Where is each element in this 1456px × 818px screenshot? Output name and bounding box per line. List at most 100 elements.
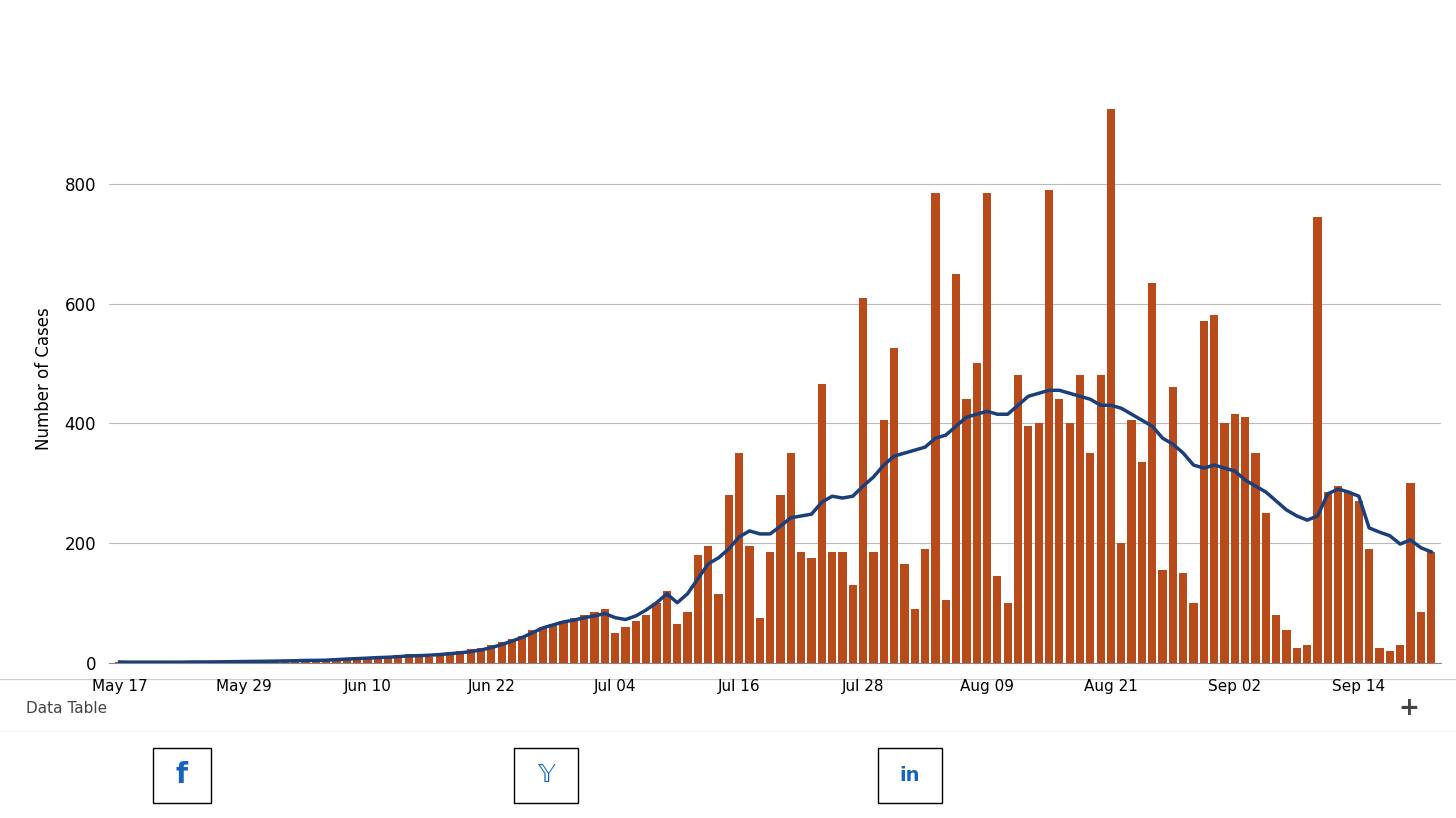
Bar	[466, 649, 475, 663]
Bar	[249, 660, 258, 663]
Bar	[983, 193, 992, 663]
Bar	[910, 609, 919, 663]
Bar	[1066, 423, 1073, 663]
Bar	[261, 662, 268, 663]
Bar	[952, 273, 960, 663]
Bar	[569, 618, 578, 663]
Bar	[1344, 492, 1353, 663]
Bar	[1406, 483, 1415, 663]
Bar	[291, 660, 300, 663]
Bar	[962, 399, 971, 663]
Bar	[1024, 426, 1032, 663]
Bar	[1386, 650, 1393, 663]
Bar	[1354, 501, 1363, 663]
Bar	[1149, 282, 1156, 663]
Text: 𝕐: 𝕐	[537, 763, 555, 787]
Bar	[301, 659, 310, 663]
Text: f: f	[176, 761, 188, 789]
Bar	[1190, 603, 1198, 663]
Bar	[879, 420, 888, 663]
Bar	[342, 659, 351, 663]
Bar	[395, 655, 402, 663]
Text: +: +	[1399, 696, 1420, 720]
Bar	[900, 564, 909, 663]
Bar	[601, 609, 609, 663]
Bar	[1086, 453, 1095, 663]
Bar	[1396, 645, 1404, 663]
Bar	[218, 661, 227, 663]
Bar	[425, 657, 434, 663]
Bar	[579, 614, 588, 663]
Bar	[415, 656, 424, 663]
Bar	[1251, 453, 1259, 663]
Bar	[549, 623, 558, 663]
Y-axis label: Number of Cases: Number of Cases	[35, 307, 54, 450]
Bar	[1417, 612, 1425, 663]
Bar	[673, 623, 681, 663]
Bar	[942, 600, 949, 663]
Bar	[352, 658, 361, 663]
Bar	[1241, 417, 1249, 663]
Bar	[993, 576, 1002, 663]
Bar	[1096, 375, 1105, 663]
Bar	[518, 636, 527, 663]
Bar	[612, 632, 619, 663]
Bar	[508, 639, 515, 663]
Bar	[756, 618, 764, 663]
Bar	[632, 621, 641, 663]
Bar	[157, 662, 165, 663]
Bar	[1117, 543, 1125, 663]
Bar	[1200, 321, 1208, 663]
FancyBboxPatch shape	[878, 748, 942, 802]
Bar	[559, 621, 568, 663]
Bar	[1324, 492, 1332, 663]
Bar	[776, 495, 785, 663]
Bar	[312, 661, 320, 663]
Bar	[662, 591, 671, 663]
Bar	[1159, 570, 1166, 663]
Bar	[1303, 645, 1312, 663]
Text: Daily Monkeypox Cases Reported* and 7 Day Daily Average: Daily Monkeypox Cases Reported* and 7 Da…	[26, 40, 770, 60]
Bar	[1293, 648, 1302, 663]
Bar	[849, 585, 858, 663]
Bar	[1220, 423, 1229, 663]
Bar	[239, 662, 248, 663]
Bar	[735, 453, 744, 663]
Bar	[1045, 190, 1053, 663]
Bar	[745, 546, 754, 663]
Bar	[478, 648, 485, 663]
Bar	[715, 594, 722, 663]
Bar	[1179, 573, 1188, 663]
Bar	[796, 552, 805, 663]
Bar	[1376, 648, 1383, 663]
Bar	[456, 650, 464, 663]
Bar	[890, 348, 898, 663]
Bar	[1056, 399, 1063, 663]
Bar	[1427, 552, 1436, 663]
Bar	[498, 641, 505, 663]
Bar	[818, 384, 826, 663]
Bar	[1366, 549, 1373, 663]
Bar	[1107, 109, 1115, 663]
Bar	[1076, 375, 1085, 663]
Bar	[322, 659, 331, 663]
Bar	[807, 558, 815, 663]
Bar	[1313, 217, 1322, 663]
Bar	[1127, 420, 1136, 663]
FancyBboxPatch shape	[153, 748, 211, 802]
Bar	[683, 612, 692, 663]
Bar	[828, 552, 836, 663]
Bar	[859, 298, 868, 663]
Bar	[1334, 486, 1342, 663]
Bar	[1262, 513, 1270, 663]
Bar	[1283, 630, 1290, 663]
Bar	[1003, 603, 1012, 663]
Bar	[932, 193, 939, 663]
Bar	[271, 661, 278, 663]
Bar	[1230, 414, 1239, 663]
Bar	[705, 546, 712, 663]
Bar	[435, 654, 444, 663]
Bar	[591, 612, 598, 663]
Bar	[539, 627, 547, 663]
Bar	[1137, 462, 1146, 663]
